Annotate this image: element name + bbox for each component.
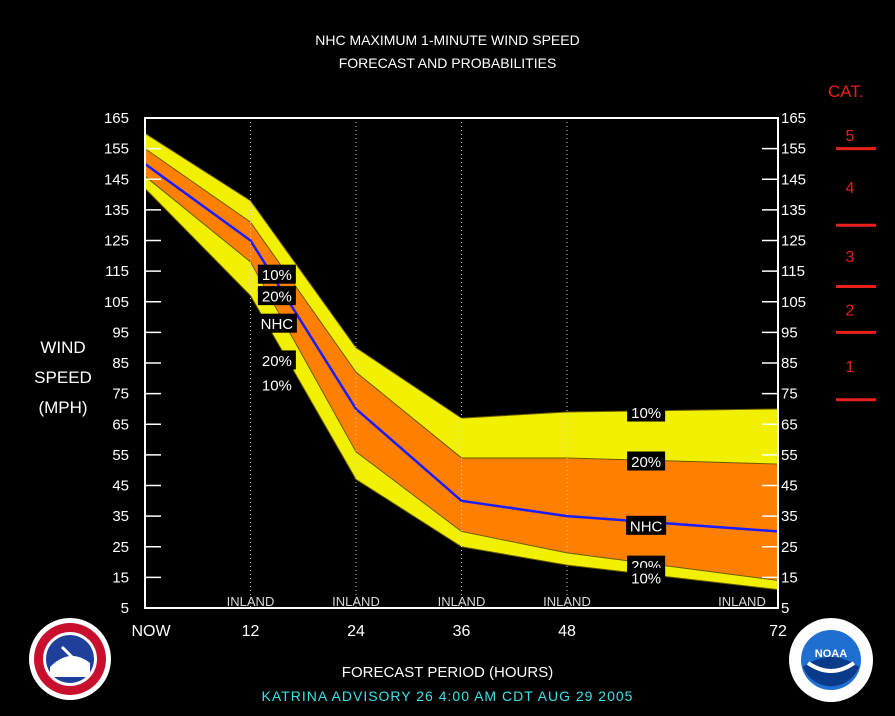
series-label: 20% (262, 289, 292, 306)
series-label-box (627, 451, 666, 471)
advisory-line: KATRINA ADVISORY 26 4:00 AM CDT AUG 29 2… (261, 688, 634, 704)
series-label-box (257, 286, 296, 306)
y-tick-label-left: 55 (112, 447, 129, 464)
series-label: 20% (631, 454, 661, 471)
series-label: 20% (262, 353, 292, 370)
y-axis-label-line: SPEED (34, 368, 92, 387)
y-tick-label-left: 145 (104, 171, 129, 188)
series-label-box (257, 350, 296, 370)
y-tick-label-right: 25 (781, 539, 798, 556)
y-tick-label-left: 115 (105, 263, 129, 280)
y-tick-label-left: 155 (104, 141, 129, 158)
series-line-4 (144, 188, 779, 591)
series-line-3 (144, 175, 779, 581)
y-tick-label-right: 5 (781, 600, 789, 617)
band-20pct (145, 148, 778, 581)
y-tick-label-left: 65 (112, 416, 129, 433)
category-label: 4 (846, 180, 855, 197)
series-label: 10% (631, 405, 661, 422)
x-tick-label: 12 (242, 623, 260, 640)
x-tick-label: 36 (453, 623, 471, 640)
series-line-nhc (144, 162, 779, 533)
nws-logo (28, 617, 112, 701)
category-header: CAT. (828, 82, 864, 101)
y-tick-label-left: 135 (104, 202, 129, 219)
inland-label: INLAND (438, 594, 486, 609)
y-tick-label-left: 75 (112, 386, 129, 403)
y-tick-label-right: 65 (781, 416, 798, 433)
y-tick-label-left: 5 (121, 600, 129, 617)
series-label: 10% (262, 377, 292, 394)
y-tick-label-right: 135 (781, 202, 806, 219)
y-tick-label-left: 125 (104, 233, 129, 250)
y-tick-label-right: 105 (781, 294, 806, 311)
noaa-logo: NOAA (788, 617, 874, 703)
x-tick-label: NOW (131, 623, 171, 640)
series-label-box (627, 567, 666, 587)
y-tick-label-right: 165 (781, 110, 806, 127)
inland-label: INLAND (718, 594, 766, 609)
series-label-box (626, 515, 667, 535)
series-label: 10% (631, 570, 661, 587)
y-tick-label-left: 25 (112, 539, 129, 556)
series-label: 10% (262, 267, 292, 284)
y-axis-label-line: (MPH) (38, 398, 88, 417)
y-tick-label-left: 35 (112, 508, 129, 525)
series-label-box (257, 264, 296, 284)
x-tick-label: 48 (558, 623, 576, 640)
series-label: NHC (261, 316, 294, 333)
y-axis-label-line: WIND (40, 338, 86, 357)
y-tick-label-left: 15 (112, 569, 129, 586)
category-label: 2 (846, 302, 855, 319)
series-label-box (627, 402, 666, 422)
y-tick-label-left: 105 (104, 294, 129, 311)
y-tick-label-right: 115 (781, 263, 805, 280)
category-label: 1 (846, 359, 855, 376)
y-tick-label-left: 45 (112, 478, 129, 495)
y-tick-label-right: 35 (781, 508, 798, 525)
y-tick-label-right: 125 (781, 233, 806, 250)
series-label-box (256, 313, 297, 333)
inland-label: INLAND (227, 594, 275, 609)
inland-label: INLAND (332, 594, 380, 609)
y-tick-label-right: 55 (781, 447, 798, 464)
series-label: NHC (630, 518, 663, 535)
y-tick-label-right: 45 (781, 478, 798, 495)
y-tick-label-right: 85 (781, 355, 798, 372)
chart-title-line1: NHC MAXIMUM 1-MINUTE WIND SPEED (315, 32, 580, 48)
series-label-box (257, 374, 296, 394)
y-tick-label-left: 95 (112, 324, 129, 341)
x-axis-label: FORECAST PERIOD (HOURS) (341, 664, 554, 681)
inland-label: INLAND (543, 594, 591, 609)
y-tick-label-right: 15 (781, 569, 798, 586)
series-line-1 (144, 148, 779, 465)
chart-title-line2: FORECAST AND PROBABILITIES (338, 55, 557, 71)
category-label: 5 (846, 128, 855, 145)
y-tick-label-right: 95 (781, 324, 798, 341)
y-tick-label-left: 165 (104, 110, 129, 127)
y-axis-label: WIND SPEED (MPH) (22, 333, 104, 423)
y-tick-label-right: 145 (781, 171, 806, 188)
y-tick-label-right: 155 (781, 141, 806, 158)
x-tick-label: 72 (769, 623, 787, 640)
series-line-0 (144, 132, 779, 419)
x-tick-label: 24 (347, 623, 365, 640)
y-tick-label-left: 85 (112, 355, 129, 372)
y-tick-label-right: 75 (781, 386, 798, 403)
noaa-logo-text: NOAA (815, 648, 847, 660)
category-label: 3 (846, 249, 855, 266)
